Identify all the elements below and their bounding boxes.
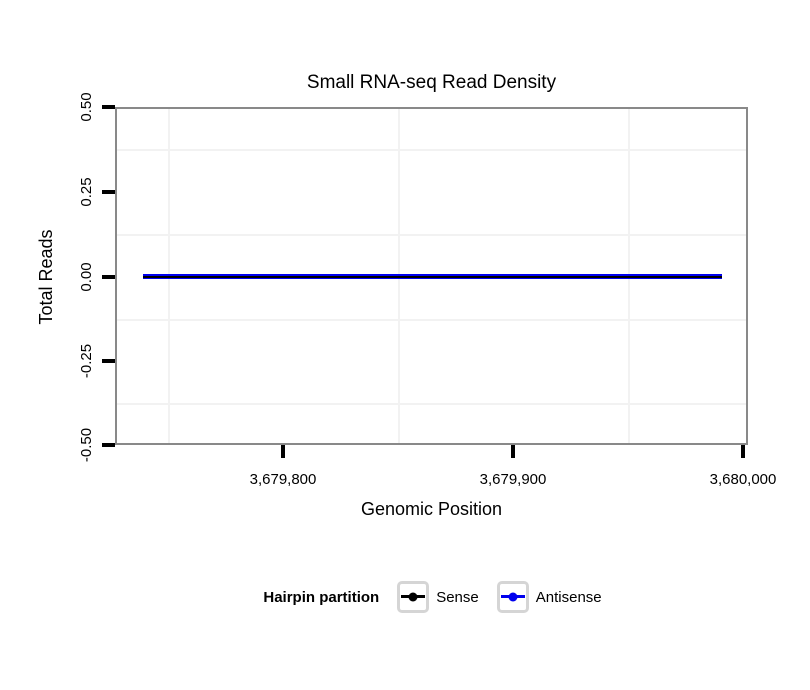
legend-key-sense [397, 581, 430, 613]
legend-key-antisense [496, 581, 529, 613]
y-tick-label: 0.25 [78, 177, 95, 207]
y-tick-mark [102, 190, 115, 194]
y-tick-mark [102, 443, 115, 447]
y-tick-mark [102, 359, 115, 363]
x-tick-mark [281, 445, 285, 458]
chart-title: Small RNA-seq Read Density [306, 72, 557, 93]
legend-title: Hairpin partition [263, 588, 380, 606]
y-tick-label: -0.50 [78, 427, 95, 463]
legend: Hairpin partition Sense Antisense [55, 580, 810, 614]
legend-label-antisense: Antisense [535, 588, 602, 606]
series-line-sense [143, 276, 722, 278]
x-tick-label: 3,679,800 [249, 471, 317, 488]
y-tick-mark [102, 105, 115, 109]
y-tick-label: -0.25 [78, 343, 95, 379]
gridline-minor-horizontal [117, 149, 746, 151]
y-tick-mark [102, 275, 115, 279]
legend-label-sense: Sense [436, 588, 479, 606]
antisense-point-swatch-icon [508, 592, 518, 602]
y-tick-label: 0.00 [78, 262, 95, 292]
x-tick-label: 3,680,000 [709, 471, 777, 488]
gridline-minor-horizontal [117, 403, 746, 405]
legend-entry-sense: Sense [397, 581, 479, 613]
x-tick-label: 3,679,900 [479, 471, 547, 488]
legend-entry-antisense: Antisense [496, 581, 602, 613]
x-tick-mark [511, 445, 515, 458]
gridline-minor-horizontal [117, 319, 746, 321]
y-tick-label: 0.50 [78, 92, 95, 122]
sense-point-swatch-icon [408, 592, 418, 602]
plot-panel [115, 107, 748, 445]
gridline-minor-horizontal [117, 234, 746, 236]
y-axis-title: Total Reads [36, 229, 56, 325]
x-tick-mark [741, 445, 745, 458]
x-axis-title: Genomic Position [360, 499, 503, 519]
